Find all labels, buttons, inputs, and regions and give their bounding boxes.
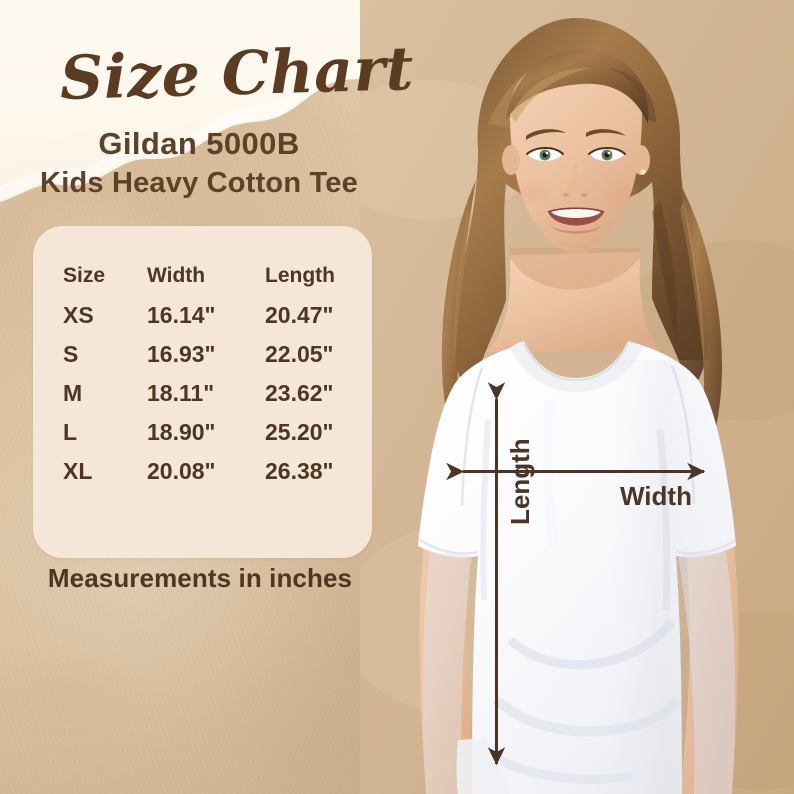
table-row: XL 20.08" 26.38" <box>33 452 372 491</box>
model-photo <box>360 0 794 794</box>
size-table: Size Width Length XS 16.14" 20.47" S 16.… <box>33 226 372 491</box>
cell-size: XS <box>63 302 94 328</box>
size-table-card <box>33 226 372 558</box>
measurements-note: Measurements in inches <box>47 563 353 593</box>
subtitle-product: Kids Heavy Cotton Tee <box>40 167 358 199</box>
cell-width: 18.90" <box>147 419 216 445</box>
subtitle-brand: Gildan 5000B <box>98 126 300 161</box>
torn-paper-edge <box>0 0 794 202</box>
cell-size: XL <box>63 458 93 484</box>
cell-width: 18.11" <box>147 380 215 406</box>
cell-width: 20.08" <box>147 458 216 484</box>
cell-length: 25.20" <box>265 419 334 445</box>
column-header-length: Length <box>265 264 335 287</box>
table-row: S 16.93" 22.05" <box>33 335 372 374</box>
table-row: M 18.11" 23.62" <box>33 374 372 413</box>
cell-size: S <box>63 341 79 367</box>
page-title: Size Chart <box>59 34 415 114</box>
cell-length: 20.47" <box>265 302 334 328</box>
cell-length: 23.62" <box>265 380 334 406</box>
table-header-row: Size Width Length <box>33 226 372 296</box>
column-header-width: Width <box>147 264 206 287</box>
table-row: XS 16.14" 20.47" <box>33 296 372 335</box>
cell-size: L <box>63 419 78 445</box>
length-label: Length <box>505 438 535 525</box>
cell-length: 22.05" <box>265 341 334 367</box>
cell-width: 16.93" <box>147 341 216 367</box>
column-header-size: Size <box>63 264 106 287</box>
cell-size: M <box>63 380 83 406</box>
cell-width: 16.14" <box>147 302 216 328</box>
cell-length: 26.38" <box>265 458 334 484</box>
width-label: Width <box>620 481 692 511</box>
table-row: L 18.90" 25.20" <box>33 413 372 452</box>
